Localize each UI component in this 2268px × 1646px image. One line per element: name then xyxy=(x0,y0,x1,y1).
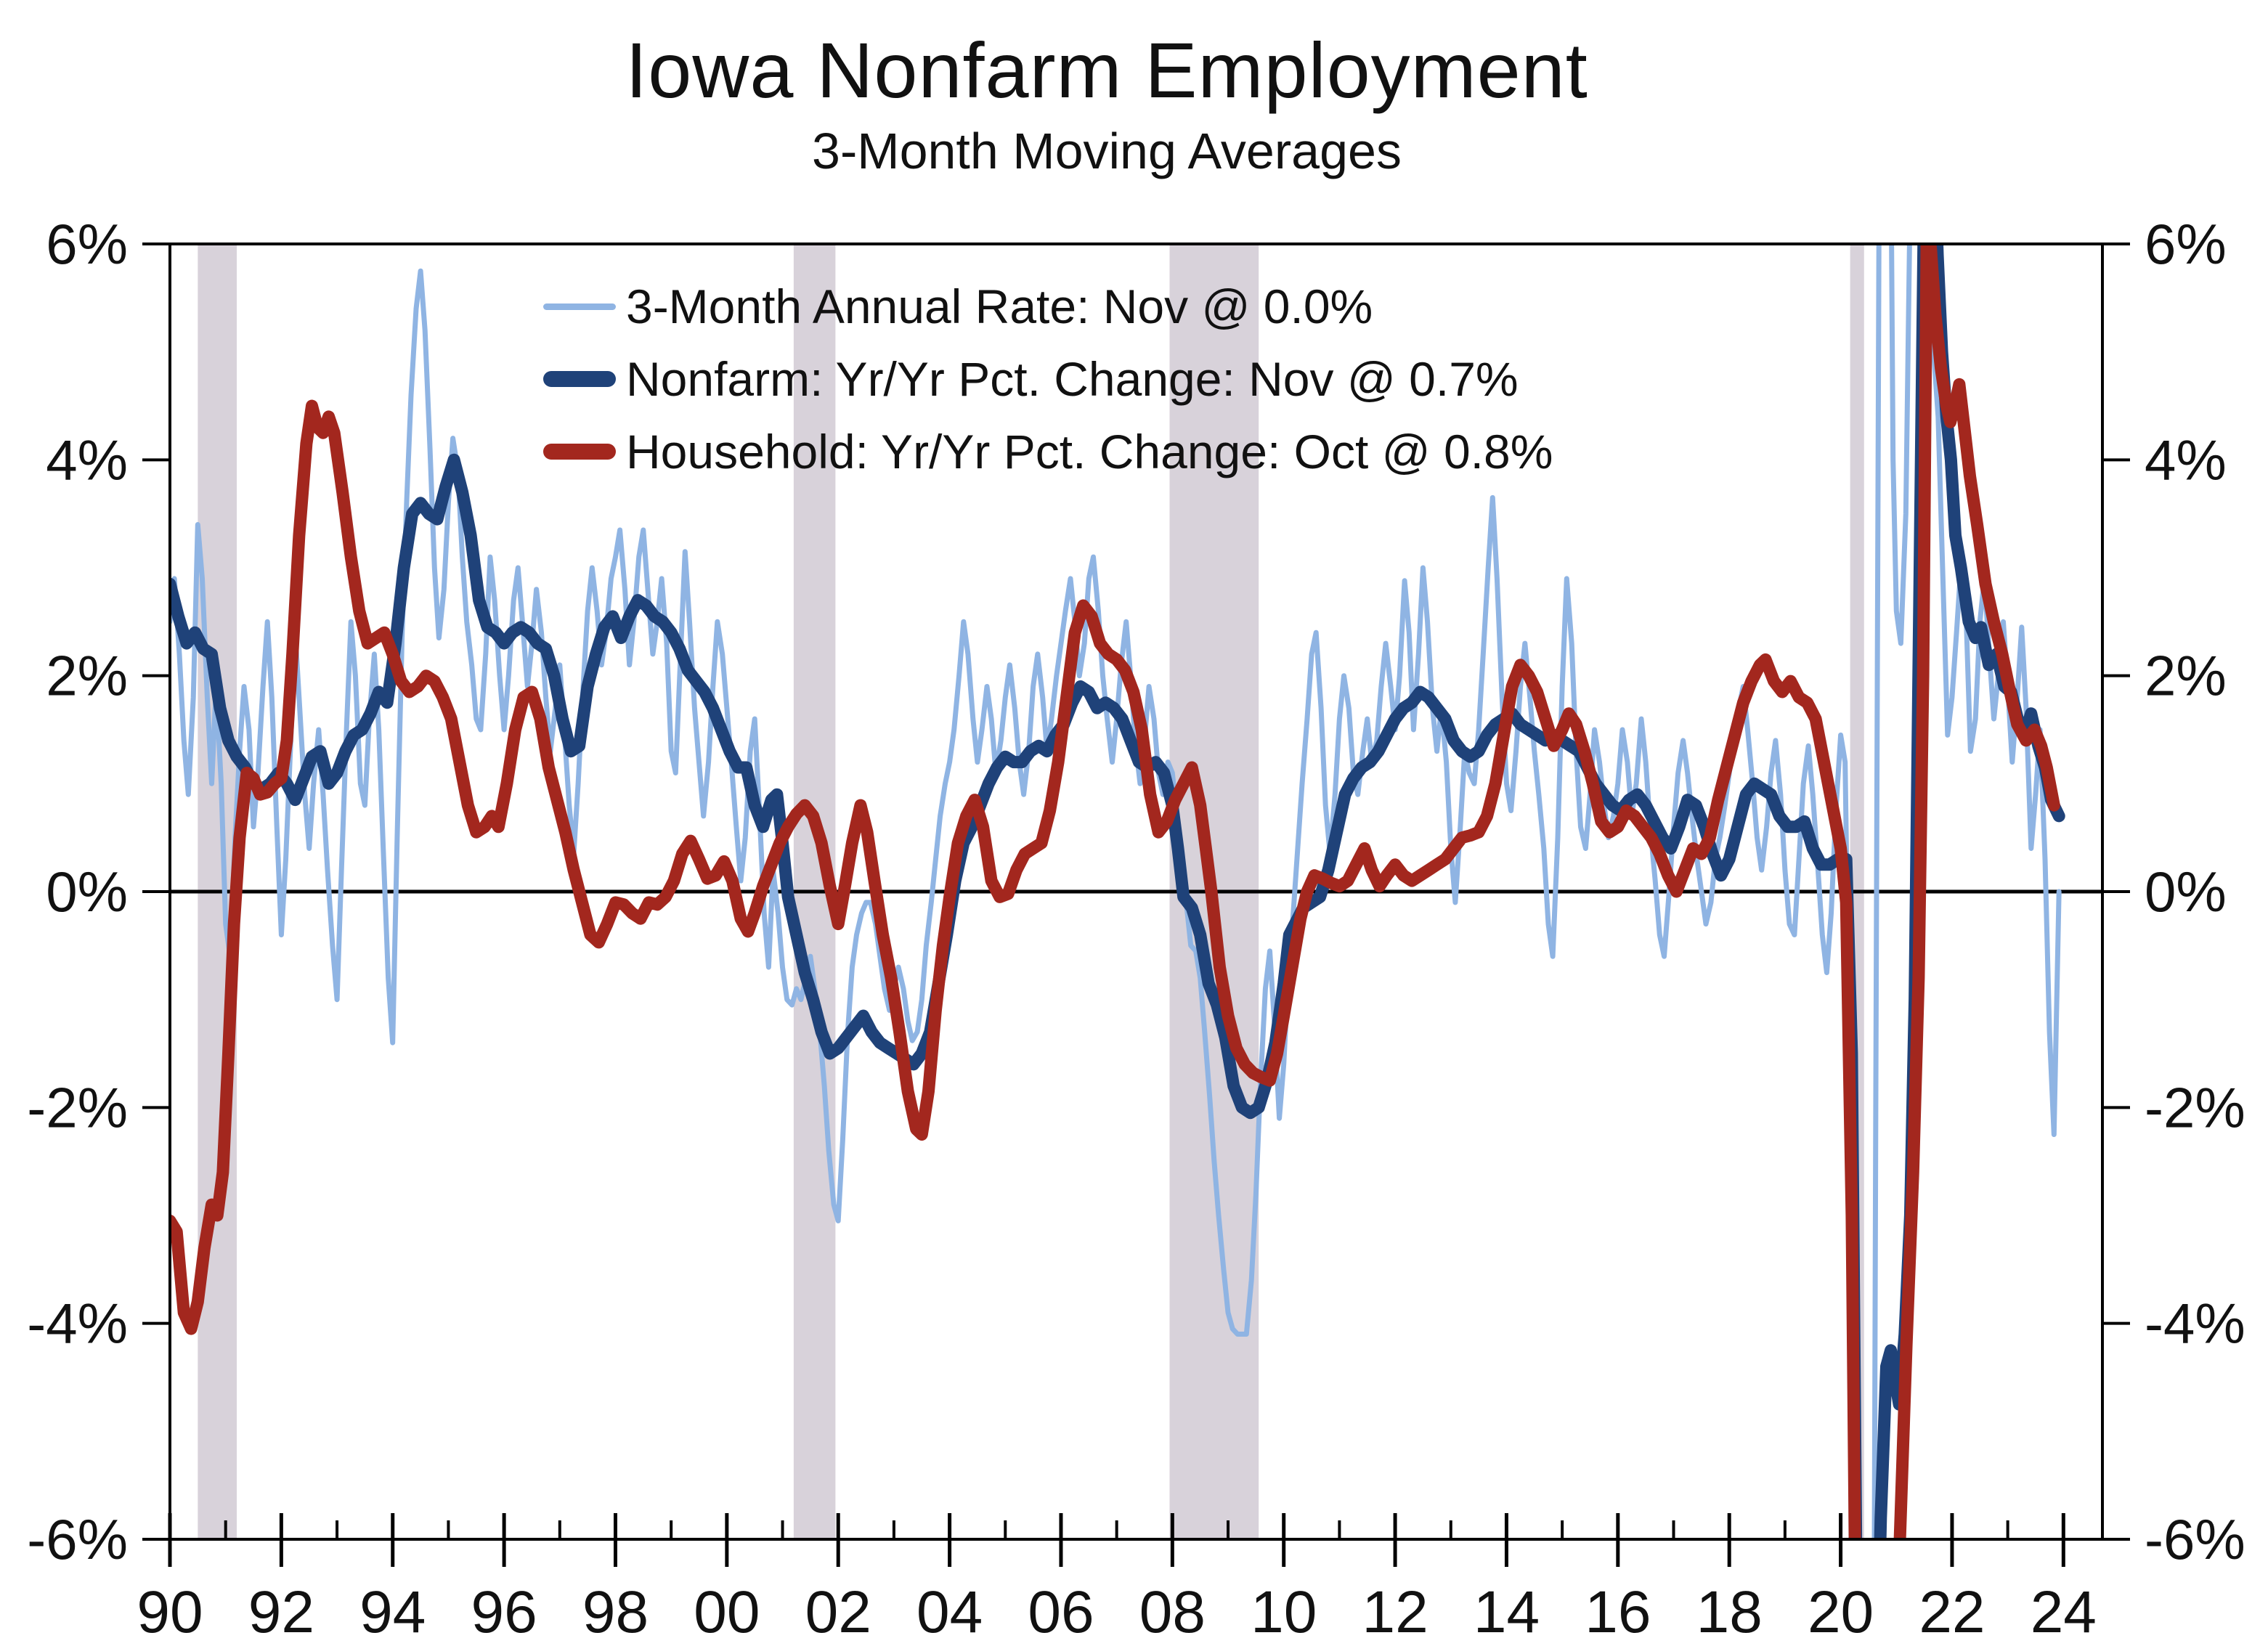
y-axis-label-left: 2% xyxy=(46,644,128,708)
x-axis-label: 16 xyxy=(1585,1579,1651,1645)
y-axis-label-right: 0% xyxy=(2145,860,2227,924)
x-axis-label: 14 xyxy=(1474,1579,1540,1645)
nonfarm-line-swatch-icon xyxy=(543,371,616,387)
chart-legend: 3-Month Annual Rate: Nov @ 0.0% Nonfarm:… xyxy=(543,270,1553,488)
y-axis-label-left: 4% xyxy=(46,428,128,492)
x-axis-label: 90 xyxy=(137,1579,203,1645)
x-axis-label: 06 xyxy=(1028,1579,1094,1645)
y-axis-label-right: -2% xyxy=(2145,1075,2245,1139)
y-axis-label-left: 6% xyxy=(46,212,128,276)
legend-label-household: Household: Yr/Yr Pct. Change: Oct @ 0.8% xyxy=(626,425,1553,478)
x-axis-label: 10 xyxy=(1251,1579,1317,1645)
y-axis-label-left: 0% xyxy=(46,860,128,924)
y-axis-label-right: -6% xyxy=(2145,1507,2245,1571)
legend-row-household: Household: Yr/Yr Pct. Change: Oct @ 0.8% xyxy=(543,415,1553,488)
legend-label-annual-rate: 3-Month Annual Rate: Nov @ 0.0% xyxy=(626,280,1373,333)
x-axis-label: 94 xyxy=(359,1579,426,1645)
y-axis-label-right: -4% xyxy=(2145,1292,2245,1356)
x-axis-label: 02 xyxy=(805,1579,871,1645)
x-axis-label: 00 xyxy=(694,1579,760,1645)
y-axis-label-left: -4% xyxy=(27,1292,128,1356)
y-axis-label-left: -2% xyxy=(27,1075,128,1139)
plot-frame xyxy=(168,243,2104,1541)
chart-title: Iowa Nonfarm Employment xyxy=(625,26,1588,114)
chart-subtitle: 3-Month Moving Averages xyxy=(812,123,1402,179)
legend-row-nonfarm: Nonfarm: Yr/Yr Pct. Change: Nov @ 0.7% xyxy=(543,343,1553,415)
x-axis-label: 96 xyxy=(471,1579,537,1645)
x-axis-label: 08 xyxy=(1139,1579,1206,1645)
y-axis-label-right: 2% xyxy=(2145,644,2227,708)
annual-rate-line-swatch-icon xyxy=(543,303,616,310)
x-axis-label: 92 xyxy=(248,1579,314,1645)
x-axis-label: 04 xyxy=(916,1579,983,1645)
x-axis-label: 18 xyxy=(1696,1579,1763,1645)
series-line-household xyxy=(170,244,2060,1539)
y-axis-label-right: 4% xyxy=(2145,428,2227,492)
series-line-nonfarm xyxy=(170,244,2065,1539)
x-axis-label: 12 xyxy=(1362,1579,1428,1645)
x-axis-label: 20 xyxy=(1808,1579,1874,1645)
legend-row-annual-rate: 3-Month Annual Rate: Nov @ 0.0% xyxy=(543,270,1553,343)
series-line-annual_rate xyxy=(170,244,2062,1539)
household-line-swatch-icon xyxy=(543,444,616,460)
x-axis-label: 24 xyxy=(2031,1579,2097,1645)
legend-label-nonfarm: Nonfarm: Yr/Yr Pct. Change: Nov @ 0.7% xyxy=(626,352,1519,406)
y-axis-label-left: -6% xyxy=(27,1507,128,1571)
x-axis-label: 22 xyxy=(1919,1579,1985,1645)
y-axis-label-right: 6% xyxy=(2145,212,2227,276)
x-axis-label: 98 xyxy=(582,1579,649,1645)
